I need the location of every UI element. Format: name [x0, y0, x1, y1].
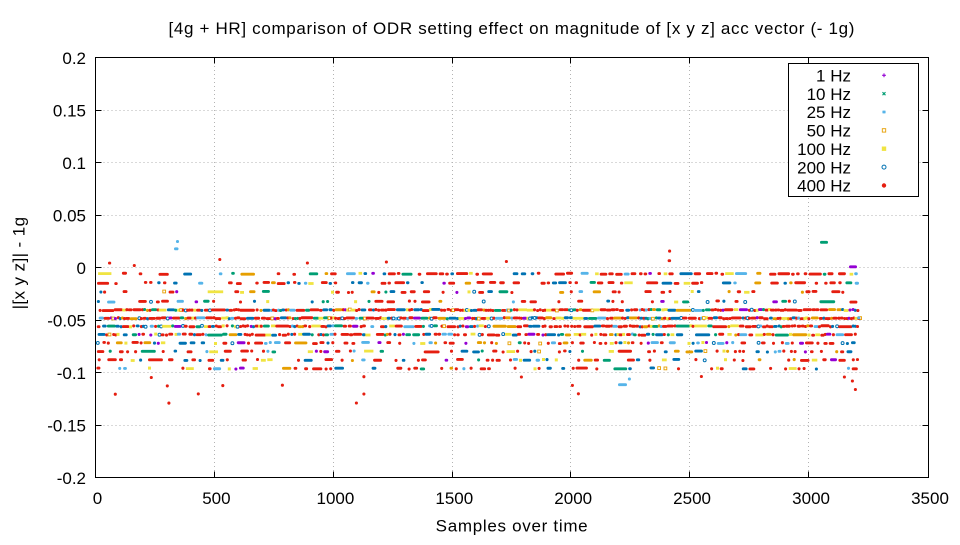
svg-text:50 Hz: 50 Hz: [807, 122, 851, 141]
svg-text:|[x y z]| - 1g: |[x y z]| - 1g: [10, 217, 29, 310]
svg-text:3500: 3500: [911, 489, 949, 508]
svg-text:-0.15: -0.15: [47, 417, 86, 436]
svg-text:-0.2: -0.2: [57, 469, 86, 488]
svg-text:0.2: 0.2: [62, 49, 86, 68]
svg-text:1500: 1500: [435, 489, 473, 508]
svg-text:0: 0: [93, 489, 102, 508]
svg-text:1000: 1000: [316, 489, 354, 508]
svg-text:200 Hz: 200 Hz: [797, 158, 851, 177]
svg-text:0.15: 0.15: [53, 102, 86, 121]
svg-text:-0.05: -0.05: [47, 312, 86, 331]
svg-text:100 Hz: 100 Hz: [797, 140, 851, 159]
svg-text:1 Hz: 1 Hz: [816, 67, 851, 86]
svg-text:0.1: 0.1: [62, 154, 86, 173]
svg-text:400 Hz: 400 Hz: [797, 177, 851, 196]
svg-text:0: 0: [77, 259, 86, 278]
svg-text:10 Hz: 10 Hz: [807, 85, 851, 104]
svg-text:25 Hz: 25 Hz: [807, 103, 851, 122]
svg-text:2000: 2000: [554, 489, 592, 508]
svg-text:Samples over time: Samples over time: [436, 517, 589, 536]
svg-text:0.05: 0.05: [53, 207, 86, 226]
svg-text:-0.1: -0.1: [57, 364, 86, 383]
svg-text:500: 500: [202, 489, 230, 508]
svg-text:3000: 3000: [792, 489, 830, 508]
svg-text:[4g + HR] comparison of ODR se: [4g + HR] comparison of ODR setting effe…: [168, 19, 855, 38]
svg-text:2500: 2500: [673, 489, 711, 508]
